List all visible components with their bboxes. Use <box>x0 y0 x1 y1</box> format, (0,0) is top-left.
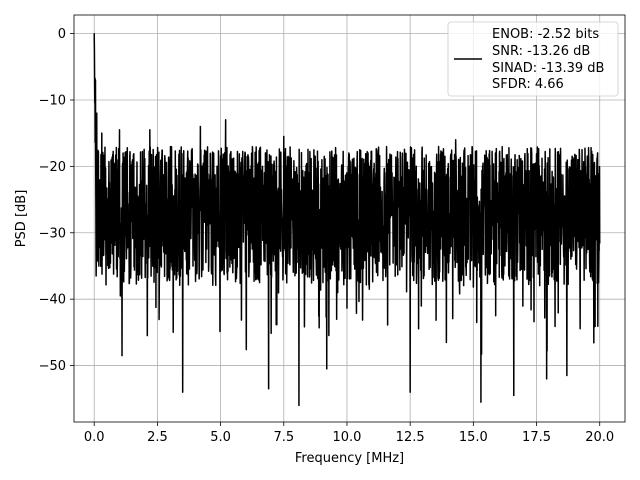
psd-extremum-point <box>96 112 98 114</box>
legend-sfdr: SFDR: 4.66 <box>492 77 564 92</box>
psd-extremum-point <box>101 132 103 134</box>
x-axis-label: Frequency [MHz] <box>295 451 404 466</box>
psd-extremum-point <box>182 391 184 393</box>
ticks-layer: 0.0 2.5 5.0 7.5 10.0 12.5 15.0 17.5 20.0 0 −10 −20 −… <box>39 27 615 445</box>
legend-snr: SNR: -13.26 dB <box>492 44 590 59</box>
legend: ENOB: -2.52 bits SNR: -13.26 dB SINAD: -… <box>447 21 619 97</box>
y-tick-label: −10 <box>39 93 66 108</box>
x-tick-label: 0.0 <box>84 430 105 445</box>
y-axis-label: PSD [dB] <box>14 190 29 248</box>
y-tick-label: −40 <box>39 293 66 308</box>
y-tick-label: 0 <box>58 27 66 42</box>
psd-extremum-point <box>199 125 201 128</box>
psd-extremum-point <box>455 139 457 141</box>
psd-extremum-point <box>225 119 227 121</box>
series-layer <box>93 32 601 407</box>
legend-box <box>447 21 619 97</box>
psd-extremum-point <box>480 401 482 403</box>
psd-peak-point <box>93 32 95 35</box>
psd-extremum-point <box>513 394 515 397</box>
psd-extremum-point <box>283 135 285 138</box>
psd-extremum-point <box>546 378 548 380</box>
psd-extremum-point <box>268 388 270 390</box>
x-tick-label: 7.5 <box>273 430 294 445</box>
psd-extremum-point <box>581 149 583 151</box>
psd-extremum-point <box>149 129 151 131</box>
psd-series-line <box>93 33 601 407</box>
x-tick-label: 15.0 <box>459 430 488 445</box>
psd-extremum-point <box>326 368 328 370</box>
psd-extremum-point <box>121 355 123 357</box>
legend-sinad: SINAD: -13.39 dB <box>492 61 604 76</box>
psd-extremum-point <box>94 79 97 81</box>
plot-frame <box>73 14 626 423</box>
x-tick-label: 2.5 <box>147 430 168 445</box>
x-tick-label: 17.5 <box>522 430 551 445</box>
psd-extremum-point <box>118 129 121 131</box>
y-tick-label: −20 <box>39 160 66 175</box>
psd-extremum-point <box>298 404 300 407</box>
x-tick-label: 20.0 <box>585 430 614 445</box>
y-tick-label: −30 <box>39 226 66 241</box>
x-tick-label: 5.0 <box>210 430 231 445</box>
legend-enob: ENOB: -2.52 bits <box>492 27 599 42</box>
x-tick-label: 12.5 <box>396 430 425 445</box>
psd-extremum-point <box>409 391 411 393</box>
psd-extremum-point <box>566 374 568 377</box>
y-tick-label: −50 <box>39 359 66 374</box>
x-tick-label: 10.0 <box>332 430 361 445</box>
